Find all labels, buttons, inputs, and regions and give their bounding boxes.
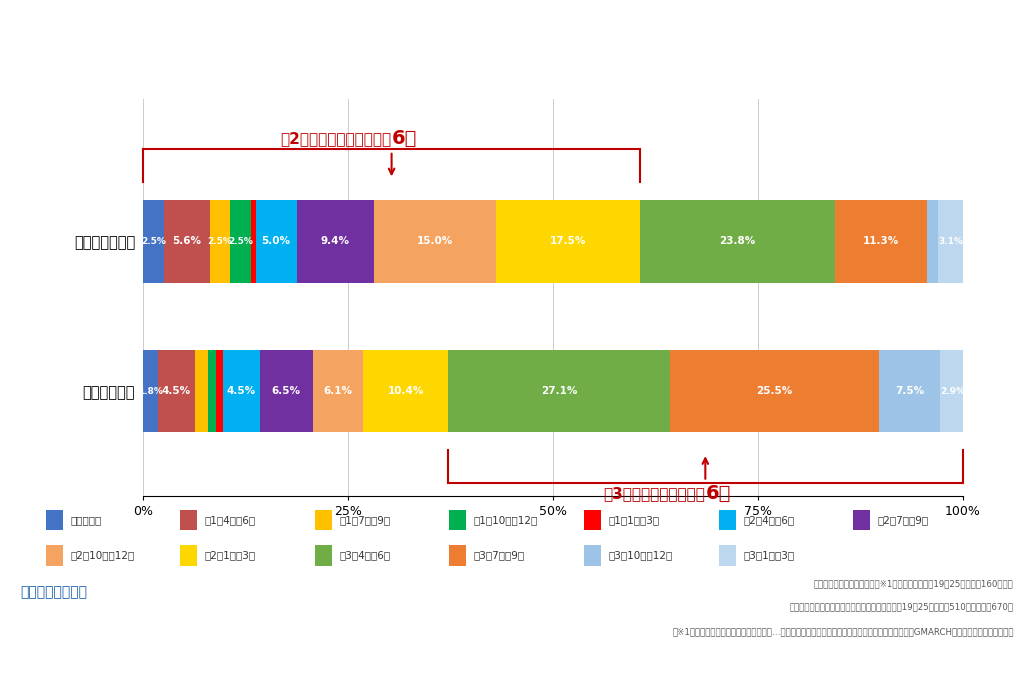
Bar — [835, 200, 928, 282]
Text: 高3の4月〜6月: 高3の4月〜6月 — [339, 551, 390, 560]
Text: 3.1%: 3.1% — [938, 237, 964, 246]
Text: （※1）難関私立大学と定義した大学一覧…早稲田大学・慶應義塾大学・上智大学・国際基督教大学・GMARCH・関関同立・東京理科大学: （※1）難関私立大学と定義した大学一覧…早稲田大学・慶應義塾大学・上智大学・国際… — [673, 628, 1014, 637]
Text: 27.1%: 27.1% — [541, 386, 578, 396]
Bar — [251, 200, 256, 282]
FancyBboxPatch shape — [180, 545, 198, 566]
Text: 25.5%: 25.5% — [757, 386, 793, 396]
FancyBboxPatch shape — [314, 510, 332, 530]
Text: 15.0%: 15.0% — [417, 237, 454, 246]
Bar — [195, 350, 208, 432]
Bar — [260, 350, 313, 432]
Text: 高3の1月〜3月: 高3の1月〜3月 — [743, 551, 795, 560]
Bar — [158, 350, 195, 432]
FancyBboxPatch shape — [450, 510, 466, 530]
FancyBboxPatch shape — [450, 545, 466, 566]
Text: 6.5%: 6.5% — [271, 386, 301, 396]
Text: 2.5%: 2.5% — [208, 237, 232, 246]
Text: 6.1%: 6.1% — [324, 386, 352, 396]
Text: 5.6%: 5.6% — [172, 237, 202, 246]
Bar — [670, 350, 879, 432]
Bar — [938, 200, 964, 282]
Text: 高1の4月〜6月: 高1の4月〜6月 — [205, 515, 256, 525]
Text: 2.5%: 2.5% — [141, 237, 166, 246]
Text: 2.5%: 2.5% — [228, 237, 253, 246]
Bar — [143, 350, 158, 432]
Bar — [230, 200, 251, 282]
Bar — [928, 200, 938, 282]
Text: 高2までに勉強を開始：約: 高2までに勉強を開始：約 — [281, 131, 391, 146]
Text: 5.0%: 5.0% — [261, 237, 291, 246]
Text: 17.5%: 17.5% — [550, 237, 587, 246]
Text: 高3の10月〜12月: 高3の10月〜12月 — [608, 551, 673, 560]
FancyBboxPatch shape — [584, 545, 601, 566]
Text: 11.3%: 11.3% — [863, 237, 899, 246]
Text: 「第一志望の難関私立大学（※1）に現役合格した19〜25歳の男女160名」と: 「第一志望の難関私立大学（※1）に現役合格した19〜25歳の男女160名」と — [814, 579, 1014, 588]
Bar — [374, 200, 497, 282]
Text: 高1の7月〜9月: 高1の7月〜9月 — [339, 515, 390, 525]
Bar — [449, 350, 670, 432]
FancyBboxPatch shape — [584, 510, 601, 530]
Text: 4.5%: 4.5% — [226, 386, 256, 396]
Bar — [640, 200, 835, 282]
Text: 高3の7月〜9月: 高3の7月〜9月 — [474, 551, 525, 560]
Bar — [879, 350, 940, 432]
Text: 高1の10月〜12月: 高1の10月〜12月 — [474, 515, 539, 525]
Bar — [210, 200, 230, 282]
Text: 23.8%: 23.8% — [719, 237, 756, 246]
Text: Q4: Q4 — [46, 27, 106, 65]
Text: 1.8%: 1.8% — [138, 386, 163, 395]
FancyBboxPatch shape — [719, 545, 735, 566]
Text: 10.4%: 10.4% — [387, 386, 424, 396]
Text: じゅけラボ予備校: じゅけラボ予備校 — [20, 586, 87, 599]
Text: 高2の10月〜12月: 高2の10月〜12月 — [71, 551, 134, 560]
Bar — [497, 200, 640, 282]
Bar — [143, 200, 164, 282]
Text: 9.4%: 9.4% — [321, 237, 349, 246]
Text: 高1の1月〜3月: 高1の1月〜3月 — [608, 515, 659, 525]
Bar — [313, 350, 362, 432]
Text: 高3から勉強を開始：約: 高3から勉強を開始：約 — [603, 486, 706, 501]
FancyBboxPatch shape — [314, 545, 332, 566]
Text: 6割: 6割 — [391, 129, 417, 148]
Bar — [164, 200, 210, 282]
Text: 大学受験勉強をいつから開始しましたか？: 大学受験勉強をいつから開始しましたか？ — [133, 33, 435, 60]
Text: 「第一志望の難関以外の私立大学に現役合格した19〜25歳の男女510名」の合計670名: 「第一志望の難関以外の私立大学に現役合格した19〜25歳の男女510名」の合計6… — [790, 603, 1014, 611]
Bar — [223, 350, 260, 432]
Bar — [256, 200, 297, 282]
Text: 高2の4月〜6月: 高2の4月〜6月 — [743, 515, 795, 525]
Text: 高2の7月〜9月: 高2の7月〜9月 — [878, 515, 929, 525]
Bar — [208, 350, 216, 432]
Text: 高校入学前: 高校入学前 — [71, 515, 101, 525]
Bar — [216, 350, 223, 432]
Text: 高2の1月〜3月: 高2の1月〜3月 — [205, 551, 256, 560]
Text: 6割: 6割 — [706, 484, 731, 503]
FancyBboxPatch shape — [719, 510, 735, 530]
FancyBboxPatch shape — [853, 510, 870, 530]
Bar — [362, 350, 449, 432]
Bar — [940, 350, 965, 432]
Text: 7.5%: 7.5% — [895, 386, 925, 396]
Text: 4.5%: 4.5% — [162, 386, 191, 396]
FancyBboxPatch shape — [46, 545, 62, 566]
Bar — [297, 200, 374, 282]
Text: 2.9%: 2.9% — [940, 386, 965, 395]
FancyBboxPatch shape — [46, 510, 62, 530]
FancyBboxPatch shape — [180, 510, 198, 530]
